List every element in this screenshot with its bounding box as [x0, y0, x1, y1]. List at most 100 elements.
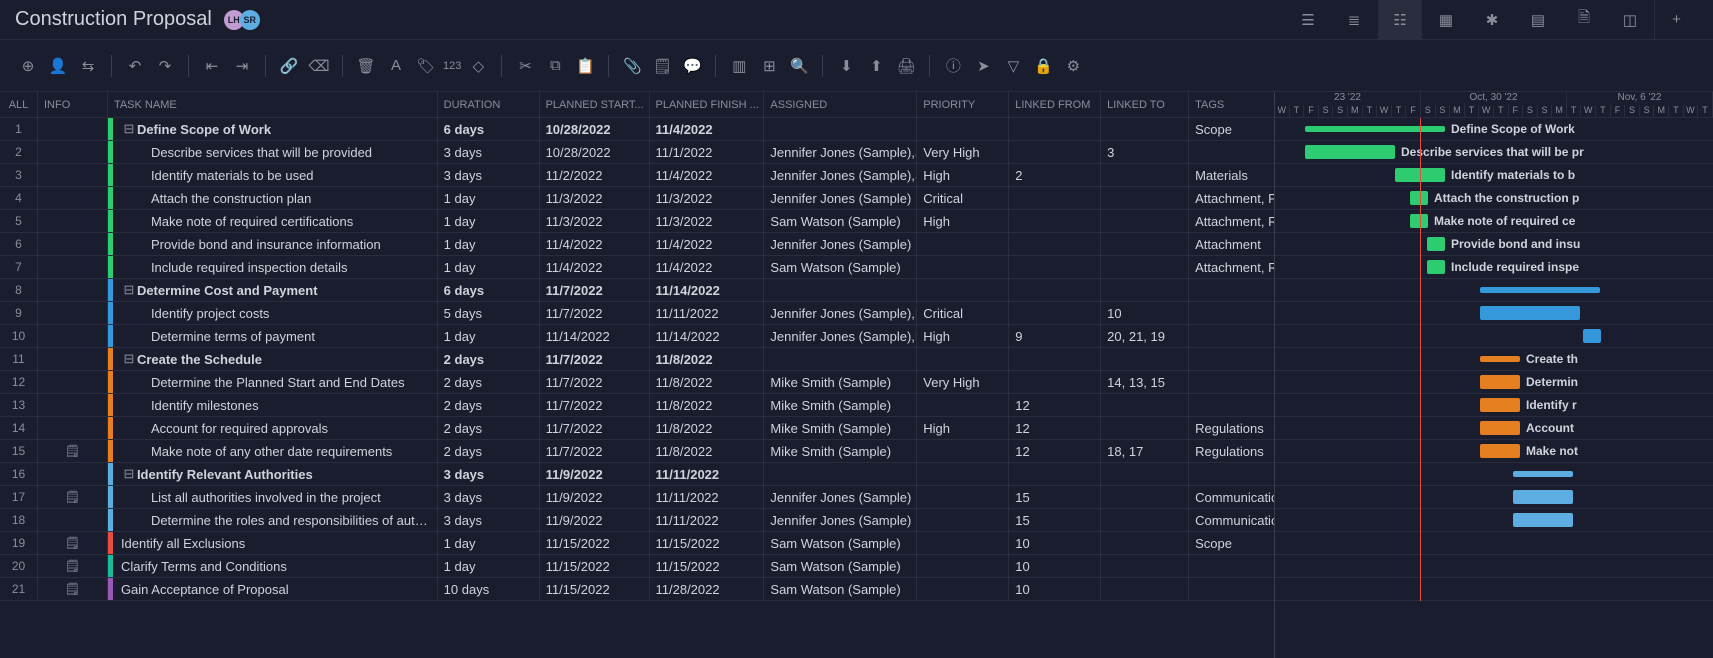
- col-planned-start[interactable]: PLANNED START...: [540, 92, 650, 117]
- linked-from-cell[interactable]: [1009, 348, 1101, 370]
- priority-cell[interactable]: [917, 463, 1009, 485]
- priority-cell[interactable]: [917, 348, 1009, 370]
- planned-start-cell[interactable]: 11/7/2022: [540, 279, 650, 301]
- priority-cell[interactable]: High: [917, 325, 1009, 347]
- shape-button[interactable]: ◇: [465, 53, 491, 79]
- view-kanban-icon[interactable]: ▦: [1424, 0, 1468, 40]
- duration-cell[interactable]: 5 days: [438, 302, 540, 324]
- duration-cell[interactable]: 3 days: [438, 164, 540, 186]
- planned-finish-cell[interactable]: 11/15/2022: [650, 555, 765, 577]
- tags-cell[interactable]: Attachment: [1189, 233, 1274, 255]
- gantt-bar[interactable]: Define Scope of Work: [1305, 126, 1445, 132]
- linked-from-cell[interactable]: [1009, 141, 1101, 163]
- task-cell[interactable]: ⊟ Determine Cost and Payment: [108, 279, 438, 301]
- linked-from-cell[interactable]: 15: [1009, 486, 1101, 508]
- assigned-cell[interactable]: Mike Smith (Sample): [764, 417, 917, 439]
- task-cell[interactable]: Gain Acceptance of Proposal: [108, 578, 438, 600]
- tags-cell[interactable]: Attachment, R: [1189, 210, 1274, 232]
- people-icon[interactable]: 👤: [45, 53, 71, 79]
- view-document-icon[interactable]: 🗎: [1562, 0, 1606, 40]
- assigned-cell[interactable]: Mike Smith (Sample): [764, 394, 917, 416]
- tags-cell[interactable]: Communicatio: [1189, 509, 1274, 531]
- planned-start-cell[interactable]: 11/4/2022: [540, 233, 650, 255]
- duration-cell[interactable]: 1 day: [438, 210, 540, 232]
- planned-start-cell[interactable]: 11/15/2022: [540, 555, 650, 577]
- priority-cell[interactable]: [917, 440, 1009, 462]
- gantt-bar[interactable]: [1480, 287, 1600, 293]
- linked-to-cell[interactable]: 20, 21, 19: [1101, 325, 1189, 347]
- table-row[interactable]: 2 Describe services that will be provide…: [0, 141, 1274, 164]
- linked-to-cell[interactable]: [1101, 118, 1189, 140]
- duration-cell[interactable]: 2 days: [438, 440, 540, 462]
- priority-cell[interactable]: High: [917, 210, 1009, 232]
- delete-button[interactable]: 🗑: [353, 53, 379, 79]
- priority-cell[interactable]: [917, 486, 1009, 508]
- indent-button[interactable]: ⇥: [229, 53, 255, 79]
- duration-cell[interactable]: 10 days: [438, 578, 540, 600]
- planned-finish-cell[interactable]: 11/8/2022: [650, 371, 765, 393]
- expand-toggle[interactable]: ⊟: [123, 351, 135, 367]
- linked-to-cell[interactable]: 3: [1101, 141, 1189, 163]
- duration-cell[interactable]: 1 day: [438, 555, 540, 577]
- linked-from-cell[interactable]: [1009, 233, 1101, 255]
- table-row[interactable]: 16 ⊟ Identify Relevant Authorities 3 day…: [0, 463, 1274, 486]
- planned-finish-cell[interactable]: 11/4/2022: [650, 256, 765, 278]
- assigned-cell[interactable]: [764, 463, 917, 485]
- tags-cell[interactable]: Materials: [1189, 164, 1274, 186]
- linked-from-cell[interactable]: [1009, 371, 1101, 393]
- linked-to-cell[interactable]: [1101, 348, 1189, 370]
- planned-finish-cell[interactable]: 11/14/2022: [650, 325, 765, 347]
- table-row[interactable]: 3 Identify materials to be used 3 days 1…: [0, 164, 1274, 187]
- priority-cell[interactable]: Very High: [917, 141, 1009, 163]
- note-button[interactable]: 🗒: [649, 53, 675, 79]
- lock-button[interactable]: 🔒: [1030, 53, 1056, 79]
- planned-finish-cell[interactable]: 11/4/2022: [650, 233, 765, 255]
- col-tags[interactable]: TAGS: [1189, 92, 1274, 117]
- export-button[interactable]: ⬆: [863, 53, 889, 79]
- planned-finish-cell[interactable]: 11/4/2022: [650, 118, 765, 140]
- table-row[interactable]: 15 🗒 Make note of any other date require…: [0, 440, 1274, 463]
- duration-cell[interactable]: 1 day: [438, 325, 540, 347]
- linked-to-cell[interactable]: [1101, 279, 1189, 301]
- priority-cell[interactable]: [917, 578, 1009, 600]
- priority-cell[interactable]: [917, 256, 1009, 278]
- task-cell[interactable]: Identify materials to be used: [108, 164, 438, 186]
- linked-from-cell[interactable]: 12: [1009, 440, 1101, 462]
- copy-button[interactable]: ⧉: [542, 53, 568, 79]
- linked-to-cell[interactable]: 18, 17: [1101, 440, 1189, 462]
- tags-cell[interactable]: Regulations: [1189, 440, 1274, 462]
- col-linked-to[interactable]: LINKED TO: [1101, 92, 1189, 117]
- linked-to-cell[interactable]: [1101, 233, 1189, 255]
- gantt-bar[interactable]: Identify r: [1480, 398, 1520, 412]
- tags-cell[interactable]: [1189, 325, 1274, 347]
- planned-start-cell[interactable]: 11/3/2022: [540, 210, 650, 232]
- table-row[interactable]: 17 🗒 List all authorities involved in th…: [0, 486, 1274, 509]
- view-outline-icon[interactable]: ≣: [1332, 0, 1376, 40]
- assigned-cell[interactable]: Sam Watson (Sample): [764, 210, 917, 232]
- priority-cell[interactable]: [917, 532, 1009, 554]
- table-row[interactable]: 10 Determine terms of payment 1 day 11/1…: [0, 325, 1274, 348]
- linked-to-cell[interactable]: [1101, 532, 1189, 554]
- task-cell[interactable]: ⊟ Define Scope of Work: [108, 118, 438, 140]
- planned-finish-cell[interactable]: 11/11/2022: [650, 302, 765, 324]
- task-cell[interactable]: Include required inspection details: [108, 256, 438, 278]
- linked-from-cell[interactable]: [1009, 279, 1101, 301]
- task-cell[interactable]: Make note of any other date requirements: [108, 440, 438, 462]
- avatar[interactable]: SR: [240, 10, 260, 30]
- col-linked-from[interactable]: LINKED FROM: [1009, 92, 1101, 117]
- assigned-cell[interactable]: [764, 118, 917, 140]
- planned-finish-cell[interactable]: 11/28/2022: [650, 578, 765, 600]
- assigned-cell[interactable]: Jennifer Jones (Sample): [764, 486, 917, 508]
- assigned-cell[interactable]: Sam Watson (Sample): [764, 532, 917, 554]
- assigned-cell[interactable]: Sam Watson (Sample): [764, 256, 917, 278]
- planned-start-cell[interactable]: 11/9/2022: [540, 486, 650, 508]
- assigned-cell[interactable]: Jennifer Jones (Sample),Mik: [764, 325, 917, 347]
- filter-button[interactable]: ▽: [1000, 53, 1026, 79]
- priority-cell[interactable]: High: [917, 417, 1009, 439]
- duration-cell[interactable]: 3 days: [438, 509, 540, 531]
- send-button[interactable]: ➤: [970, 53, 996, 79]
- linked-to-cell[interactable]: [1101, 164, 1189, 186]
- duration-cell[interactable]: 2 days: [438, 348, 540, 370]
- linked-from-cell[interactable]: 10: [1009, 532, 1101, 554]
- linked-from-cell[interactable]: [1009, 463, 1101, 485]
